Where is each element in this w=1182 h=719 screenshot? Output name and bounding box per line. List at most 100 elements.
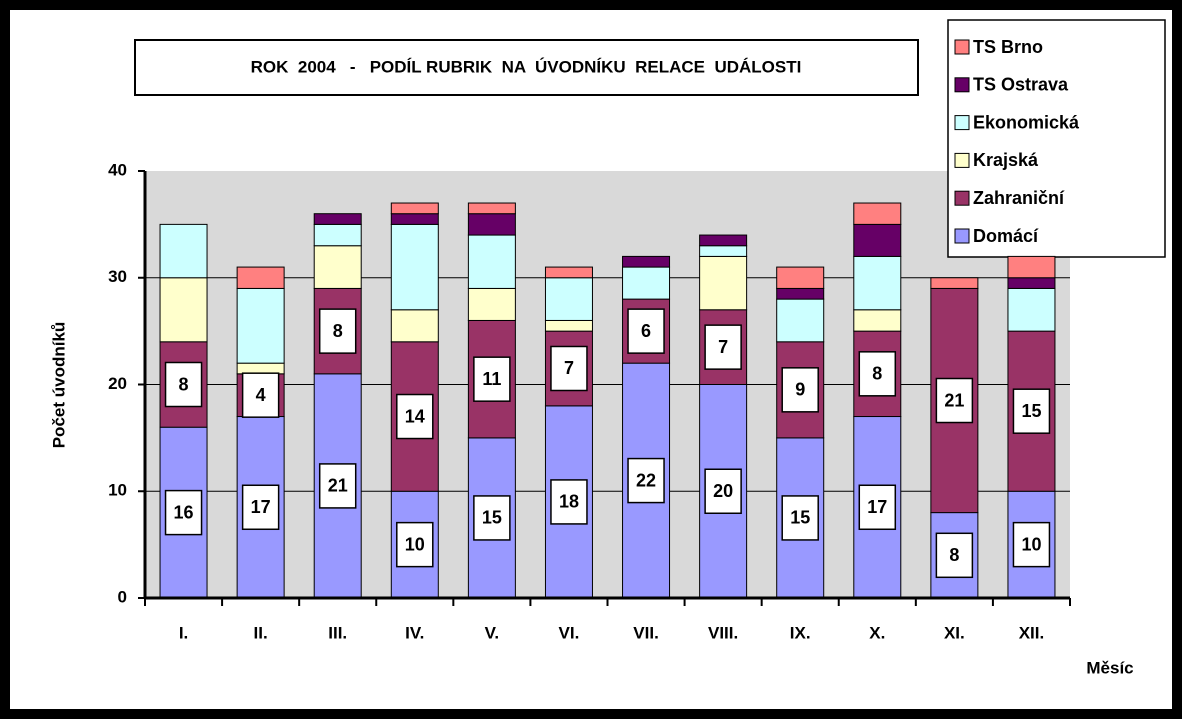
- data-label: 9: [795, 380, 805, 400]
- y-tick-label: 40: [108, 160, 127, 179]
- data-label: 21: [944, 390, 964, 410]
- x-tick-label: II.: [254, 623, 268, 642]
- x-tick-label: X.: [869, 623, 885, 642]
- data-label-box: [704, 324, 742, 370]
- x-tick-label: V.: [485, 623, 500, 642]
- data-label-box: [550, 345, 588, 392]
- legend-label: TS Brno: [973, 37, 1043, 57]
- x-tick-label: VII.: [633, 623, 659, 642]
- data-label: 8: [949, 545, 959, 565]
- bar-segment: [930, 277, 979, 289]
- bar-segment: [236, 287, 285, 364]
- x-tick-label: XI.: [944, 623, 965, 642]
- data-label-box: [550, 479, 588, 525]
- data-label: 4: [256, 385, 266, 405]
- data-label-box: [318, 463, 357, 509]
- bar-segment: [236, 266, 285, 289]
- legend-swatch: [954, 77, 970, 93]
- data-label-box: [473, 356, 511, 402]
- data-label: 8: [179, 374, 189, 394]
- bar-segment: [853, 223, 902, 257]
- y-tick-label: 10: [108, 481, 127, 500]
- data-label: 10: [1021, 534, 1041, 554]
- data-label-box: [858, 484, 897, 531]
- legend-swatch: [954, 228, 970, 244]
- bar-segment: [390, 309, 439, 343]
- x-tick-label: VIII.: [708, 623, 738, 642]
- y-tick-label: 20: [108, 374, 127, 393]
- legend-label: Krajská: [973, 150, 1039, 170]
- data-label-box: [396, 521, 434, 568]
- legend-label: Domácí: [973, 226, 1039, 246]
- data-label: 16: [174, 502, 194, 522]
- bar-segment: [159, 277, 208, 343]
- legend-label: Ekonomická: [973, 112, 1080, 132]
- data-label: 7: [564, 358, 574, 378]
- x-tick-label: I.: [179, 623, 188, 642]
- x-axis-label: Měsíc: [1086, 658, 1133, 677]
- bar-segment: [1007, 277, 1056, 289]
- bar-segment: [467, 213, 516, 236]
- data-label: 17: [251, 497, 271, 517]
- x-tick-label: IV.: [405, 623, 424, 642]
- bar-segment: [853, 309, 902, 332]
- data-label-box: [473, 495, 511, 541]
- data-label: 17: [867, 497, 887, 517]
- bar-segment: [390, 213, 439, 225]
- data-label: 11: [482, 369, 501, 389]
- bar-segment: [699, 255, 748, 311]
- x-tick-label: XII.: [1019, 623, 1045, 642]
- data-label-box: [241, 484, 280, 531]
- data-label-box: [858, 351, 897, 397]
- bar-segment: [699, 234, 748, 247]
- bar-segment: [699, 245, 748, 257]
- y-axis-label: Počet úvodníků: [49, 322, 68, 449]
- data-label: 22: [636, 470, 656, 490]
- bar-segment: [467, 202, 516, 215]
- bar-segment: [1007, 255, 1056, 279]
- bar-segment: [776, 287, 825, 300]
- data-label: 10: [405, 534, 425, 554]
- legend-label: TS Ostrava: [973, 75, 1069, 95]
- title-box: [134, 39, 919, 96]
- x-tick-label: VI.: [559, 623, 580, 642]
- bar-segment: [776, 266, 825, 289]
- bar-segment: [622, 266, 671, 300]
- legend-swatch: [954, 115, 970, 131]
- legend-swatch: [954, 152, 970, 168]
- bar-segment: [159, 223, 208, 279]
- y-tick-label: 30: [108, 267, 127, 286]
- data-label-box: [396, 393, 434, 440]
- y-tick-label: 0: [118, 587, 127, 606]
- data-label-box: [935, 532, 974, 579]
- x-tick-label: III.: [328, 623, 347, 642]
- data-label: 15: [790, 508, 810, 528]
- data-label: 18: [559, 492, 579, 512]
- bar-segment: [622, 255, 671, 268]
- bar-segment: [313, 223, 362, 247]
- data-label: 8: [333, 321, 343, 341]
- data-label-box: [1012, 521, 1051, 568]
- data-label-box: [241, 372, 280, 418]
- bar-segment: [1007, 287, 1056, 332]
- data-label: 8: [872, 364, 882, 384]
- bar-segment: [313, 213, 362, 225]
- data-label-box: [704, 468, 742, 514]
- data-label-box: [935, 377, 974, 424]
- legend-swatch: [954, 190, 970, 206]
- bar-segment: [853, 255, 902, 311]
- data-label-box: [318, 308, 357, 354]
- data-label: 21: [328, 476, 348, 496]
- bar-segment: [390, 223, 439, 311]
- bar-segment: [467, 287, 516, 321]
- data-label: 15: [1021, 401, 1041, 421]
- data-label: 14: [405, 406, 425, 426]
- bar-segment: [544, 319, 593, 332]
- chart-title: ROK 2004 - PODÍL RUBRIK NA ÚVODNÍKU RELA…: [251, 57, 802, 76]
- legend-label: Zahraniční: [973, 188, 1065, 208]
- data-label-box: [627, 457, 665, 504]
- data-label: 7: [718, 337, 728, 357]
- bar-segment: [390, 202, 439, 215]
- bar-segment: [236, 362, 285, 375]
